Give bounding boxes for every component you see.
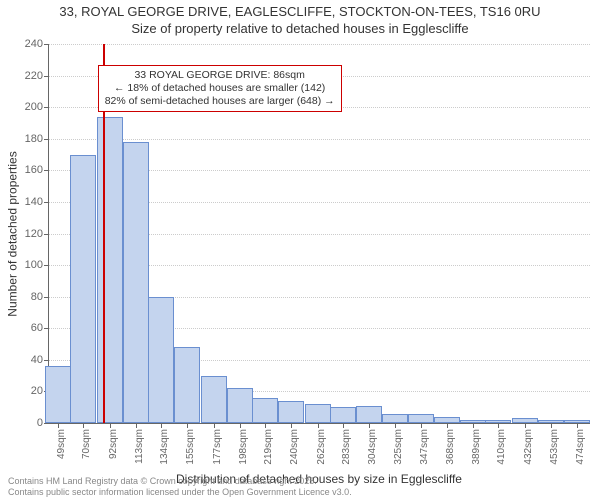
- ytick-mark: [44, 76, 49, 77]
- gridline: [49, 44, 590, 45]
- ytick-mark: [44, 423, 49, 424]
- xtick-mark: [498, 423, 499, 428]
- ytick-mark: [44, 170, 49, 171]
- xtick-mark: [447, 423, 448, 428]
- ytick-label: 140: [25, 196, 43, 208]
- xtick-label: 155sqm: [185, 429, 196, 465]
- histogram-bar: [252, 398, 278, 423]
- histogram-bar: [278, 401, 304, 423]
- ytick-label: 220: [25, 70, 43, 82]
- xtick-mark: [265, 423, 266, 428]
- chart-title-line2: Size of property relative to detached ho…: [0, 21, 600, 38]
- xtick-label: 113sqm: [134, 429, 145, 464]
- ytick-label: 180: [25, 133, 43, 145]
- ytick-mark: [44, 360, 49, 361]
- chart-title-line1: 33, ROYAL GEORGE DRIVE, EAGLESCLIFFE, ST…: [0, 0, 600, 21]
- ytick-mark: [44, 139, 49, 140]
- xtick-mark: [551, 423, 552, 428]
- ytick-label: 80: [31, 291, 43, 303]
- footer-line2: Contains public sector information licen…: [8, 487, 352, 498]
- xtick-mark: [525, 423, 526, 428]
- xtick-mark: [58, 423, 59, 428]
- ytick-label: 0: [37, 417, 43, 429]
- xtick-label: 92sqm: [108, 429, 119, 459]
- histogram-bar: [45, 366, 71, 423]
- annotation-smaller-line: ← 18% of detached houses are smaller (14…: [105, 82, 335, 95]
- xtick-label: 283sqm: [341, 429, 352, 465]
- xtick-label: 347sqm: [419, 429, 430, 465]
- xtick-label: 410sqm: [496, 429, 507, 465]
- ytick-label: 120: [25, 228, 43, 240]
- ytick-mark: [44, 107, 49, 108]
- histogram-bar: [408, 414, 434, 423]
- ytick-mark: [44, 202, 49, 203]
- xtick-mark: [577, 423, 578, 428]
- xtick-mark: [318, 423, 319, 428]
- histogram-bar: [382, 414, 408, 423]
- xtick-mark: [343, 423, 344, 428]
- xtick-mark: [240, 423, 241, 428]
- xtick-mark: [83, 423, 84, 428]
- xtick-label: 134sqm: [159, 429, 170, 465]
- xtick-label: 304sqm: [367, 429, 378, 465]
- histogram-bar: [201, 376, 227, 423]
- property-size-histogram: 33, ROYAL GEORGE DRIVE, EAGLESCLIFFE, ST…: [0, 0, 600, 500]
- gridline: [49, 139, 590, 140]
- annotation-callout: 33 ROYAL GEORGE DRIVE: 86sqm← 18% of det…: [98, 65, 342, 112]
- histogram-bar: [174, 347, 200, 423]
- xtick-label: 325sqm: [393, 429, 404, 465]
- plot-area: 02040608010012014016018020022024049sqm70…: [48, 44, 590, 424]
- histogram-bar: [123, 142, 149, 423]
- xtick-mark: [395, 423, 396, 428]
- histogram-bar: [97, 117, 123, 423]
- attribution-footer: Contains HM Land Registry data © Crown c…: [8, 476, 352, 498]
- histogram-bar: [330, 407, 356, 423]
- histogram-bar: [305, 404, 331, 423]
- annotation-header: 33 ROYAL GEORGE DRIVE: 86sqm: [105, 69, 335, 82]
- annotation-larger-line: 82% of semi-detached houses are larger (…: [105, 95, 335, 108]
- xtick-label: 49sqm: [56, 429, 67, 459]
- y-axis-title: Number of detached properties: [6, 44, 20, 424]
- xtick-label: 219sqm: [263, 429, 274, 465]
- histogram-bar: [148, 297, 174, 423]
- xtick-mark: [369, 423, 370, 428]
- xtick-label: 198sqm: [238, 429, 249, 465]
- xtick-mark: [291, 423, 292, 428]
- xtick-label: 389sqm: [471, 429, 482, 465]
- xtick-label: 240sqm: [289, 429, 300, 465]
- xtick-label: 368sqm: [445, 429, 456, 465]
- ytick-label: 40: [31, 354, 43, 366]
- xtick-label: 432sqm: [523, 429, 534, 465]
- ytick-label: 240: [25, 38, 43, 50]
- xtick-mark: [214, 423, 215, 428]
- footer-line1: Contains HM Land Registry data © Crown c…: [8, 476, 352, 487]
- ytick-mark: [44, 265, 49, 266]
- xtick-mark: [110, 423, 111, 428]
- histogram-bar: [227, 388, 253, 423]
- xtick-mark: [136, 423, 137, 428]
- xtick-mark: [421, 423, 422, 428]
- xtick-mark: [187, 423, 188, 428]
- xtick-label: 262sqm: [316, 429, 327, 465]
- ytick-label: 200: [25, 101, 43, 113]
- xtick-label: 474sqm: [575, 429, 586, 465]
- ytick-label: 160: [25, 164, 43, 176]
- xtick-mark: [473, 423, 474, 428]
- ytick-mark: [44, 234, 49, 235]
- ytick-label: 60: [31, 322, 43, 334]
- ytick-label: 100: [25, 259, 43, 271]
- xtick-label: 177sqm: [212, 429, 223, 465]
- ytick-mark: [44, 44, 49, 45]
- xtick-mark: [161, 423, 162, 428]
- ytick-mark: [44, 297, 49, 298]
- ytick-label: 20: [31, 385, 43, 397]
- xtick-label: 70sqm: [81, 429, 92, 459]
- histogram-bar: [356, 406, 382, 423]
- histogram-bar: [70, 155, 96, 423]
- xtick-label: 453sqm: [549, 429, 560, 465]
- ytick-mark: [44, 328, 49, 329]
